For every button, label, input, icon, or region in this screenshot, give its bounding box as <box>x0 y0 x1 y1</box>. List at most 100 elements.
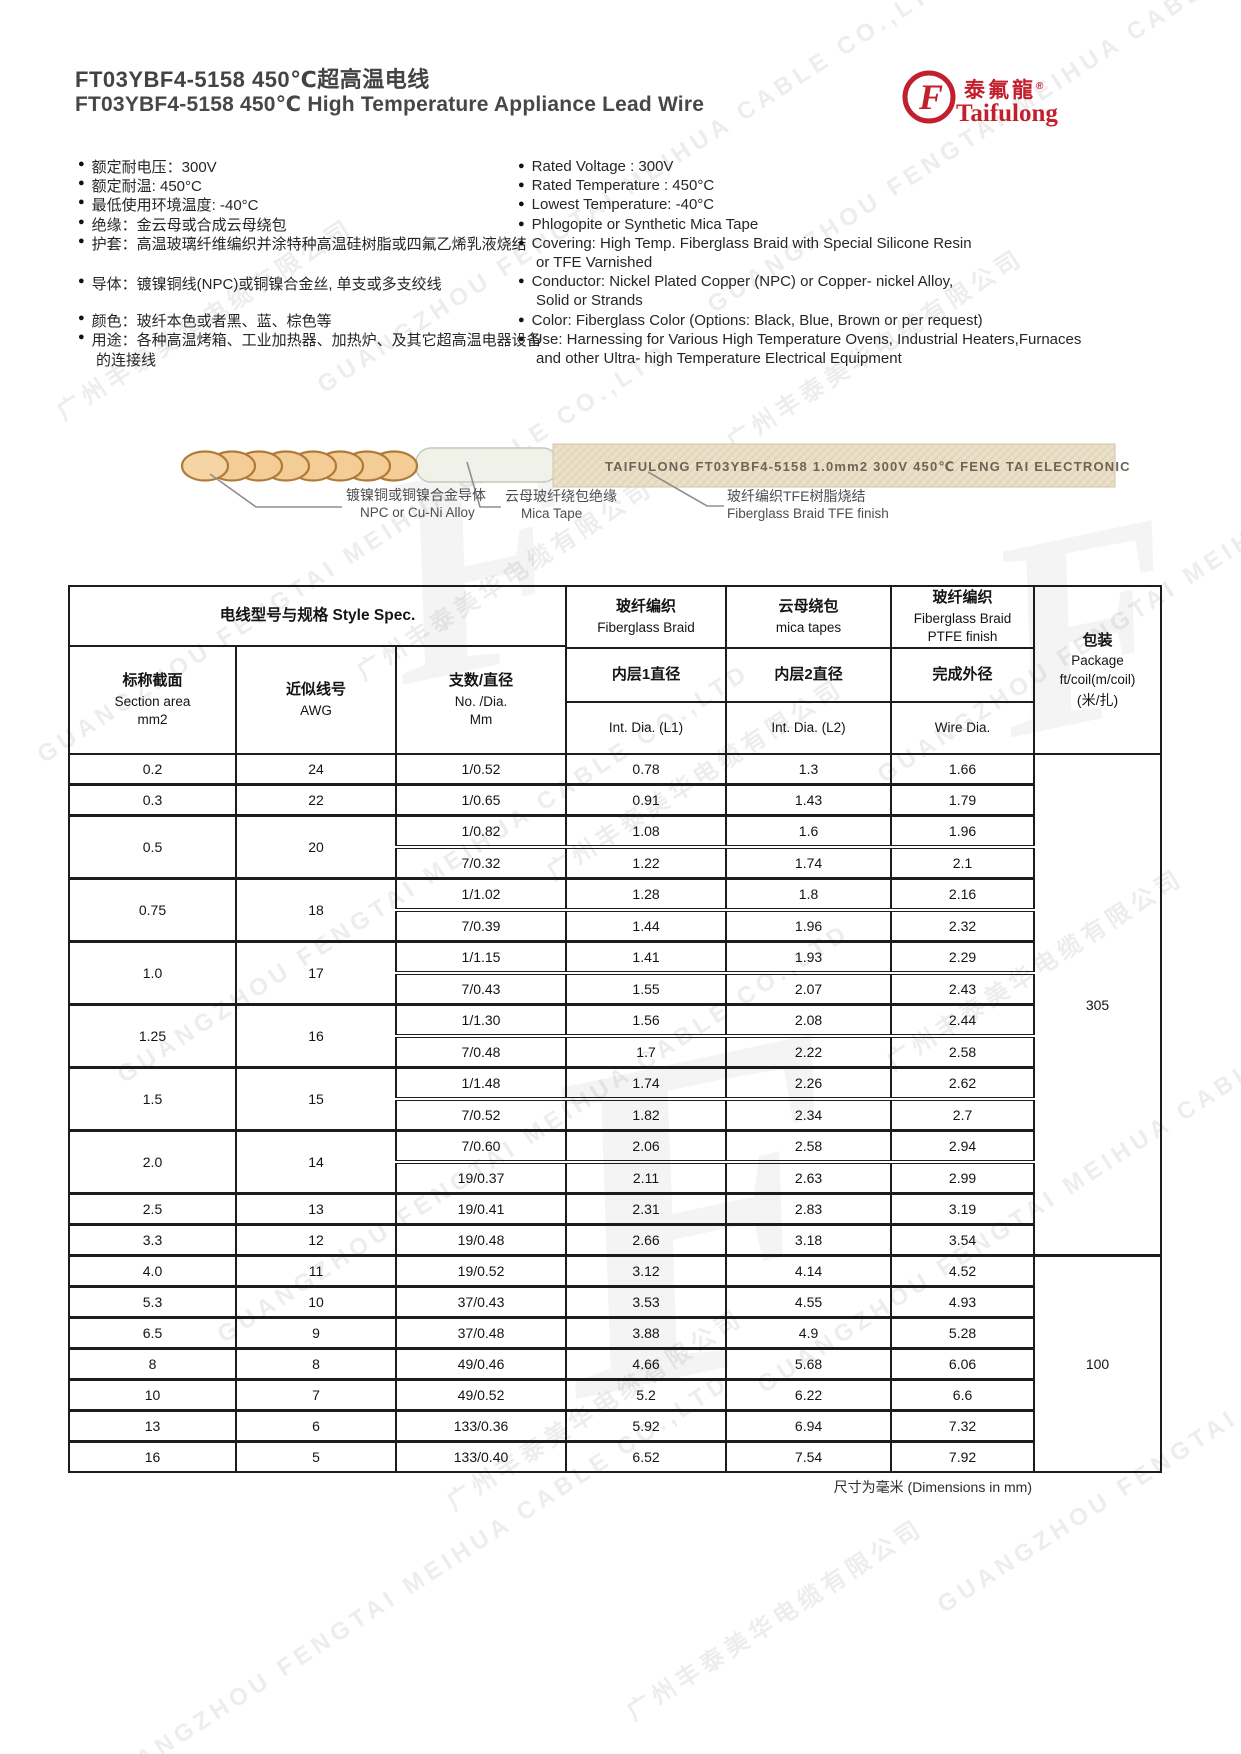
wire-label-mica-cn: 云母玻纤绕包绝缘 <box>505 488 617 504</box>
cell-dia: 37/0.48 <box>394 1316 568 1350</box>
cell-od: 2.58 <box>890 1034 1036 1069</box>
table-row: 1.25 16 1/1.30 1.56 2.08 2.44 <box>68 1003 1161 1069</box>
spec-list-cn: ● 额定耐电压：300V ● 额定耐温: 450°C ● 最低使用环境温度: -40°C ●… <box>78 156 542 369</box>
jacket-print-text: TAIFULONG FT03YBF4-5158 1.0mm2 300V 450℃… <box>605 459 1130 474</box>
cell-l2: 3.18 <box>725 1223 893 1257</box>
cell-area: 0.75 <box>68 877 237 943</box>
header-area-en: Section area <box>114 693 191 709</box>
table-row: 1.5 15 1/1.48 1.74 2.26 2.62 <box>68 1066 1161 1132</box>
header-row-4: Int. Dia. (L1) Int. Dia. (L2) Wire Dia. <box>69 701 1161 756</box>
leader-line-jacket <box>647 471 724 507</box>
cell-dia: 19/0.41 <box>394 1192 568 1226</box>
header-awg: 近似线号 AWG <box>235 644 397 756</box>
cell-od: 7.92 <box>890 1440 1036 1474</box>
cell-l1: 6.52 <box>565 1440 728 1474</box>
cell-dia: 1/1.48 <box>394 1066 568 1101</box>
cell-area: 3.3 <box>68 1223 237 1257</box>
cell-area: 2.0 <box>68 1129 237 1195</box>
cell-dia: 7/0.48 <box>394 1034 568 1069</box>
cell-area: 1.5 <box>68 1066 237 1132</box>
cell-l1: 2.31 <box>565 1192 728 1226</box>
cell-awg: 16 <box>235 1003 397 1069</box>
spec-item: Solid or Strands <box>518 292 1081 311</box>
spec-text: Rated Temperature : 450°C <box>531 177 715 195</box>
spec-item: 的连接线 <box>78 349 542 369</box>
cell-dia: 7/0.43 <box>394 971 568 1006</box>
bullet-icon: ● <box>78 177 85 190</box>
cell-l2: 5.68 <box>725 1347 893 1381</box>
cell-l2: 2.26 <box>725 1066 893 1101</box>
bullet-icon: ● <box>78 215 85 228</box>
wire-label-conductor-en: NPC or Cu-Ni Alloy <box>360 505 475 520</box>
cell-area: 1.25 <box>68 1003 237 1069</box>
spec-text: Solid or Strands <box>536 292 643 310</box>
cell-l1: 0.91 <box>565 783 728 817</box>
cell-l2: 1.74 <box>725 845 893 880</box>
table-row: 2.5 13 19/0.41 2.31 2.83 3.19 <box>68 1192 1161 1226</box>
cell-awg: 10 <box>235 1285 397 1319</box>
cell-dia: 1/0.65 <box>394 783 568 817</box>
cell-l2: 1.8 <box>725 877 893 912</box>
table-row: 6.5 9 37/0.48 3.88 4.9 5.28 <box>68 1316 1161 1350</box>
cell-l2: 2.07 <box>725 971 893 1006</box>
table-row: 19/0.37 2.11 2.63 2.99 <box>69 1160 1161 1195</box>
header-l1-cn: 内层1直径 <box>565 647 728 704</box>
cell-l2: 1.6 <box>725 814 893 849</box>
cell-od: 4.93 <box>890 1285 1036 1319</box>
header-section-area: 标称截面 Section area mm2 <box>68 644 237 756</box>
cell-od: 2.99 <box>890 1160 1036 1195</box>
wire-label-jacket-en: Fiberglass Braid TFE finish <box>727 506 889 521</box>
cell-od: 7.32 <box>890 1409 1036 1443</box>
cell-od: 2.16 <box>890 877 1036 912</box>
spec-text: 额定耐电压：300V <box>91 159 217 176</box>
spec-table: 电线型号与规格 Style Spec. 玻纤编织 Fiberglass Brai… <box>67 584 1163 1474</box>
bullet-icon: ● <box>78 331 85 344</box>
header-l1-en: Int. Dia. (L1) <box>565 701 728 756</box>
header-od-en: Wire Dia. <box>890 701 1036 756</box>
cell-od: 4.52 <box>890 1254 1036 1288</box>
spec-item: and other Ultra- high Temperature Electr… <box>518 350 1081 369</box>
cell-l2: 4.9 <box>725 1316 893 1350</box>
spec-text: Use: Harnessing for Various High Tempera… <box>531 330 1082 348</box>
wire-label-jacket: 玻纤编织TFE树脂烧结 Fiberglass Braid TFE finish <box>727 487 889 523</box>
cell-area: 0.3 <box>68 783 237 817</box>
dimensions-note: 尺寸为毫米 (Dimensions in mm) <box>833 1479 1032 1495</box>
header-awg-en: AWG <box>300 702 332 718</box>
logo-brand-en: Taifulong <box>956 100 1058 127</box>
spec-item: ● Phlogopite or Synthetic Mica Tape <box>518 216 1081 235</box>
header-row-3: 内层1直径 内层2直径 完成外径 <box>69 647 1161 704</box>
wire-label-mica: 云母玻纤绕包绝缘 Mica Tape <box>505 487 617 523</box>
cell-l2: 2.34 <box>725 1097 893 1132</box>
cell-l2: 7.54 <box>725 1440 893 1474</box>
cell-area: 0.2 <box>68 753 237 786</box>
cell-od: 2.94 <box>890 1129 1036 1164</box>
spec-item: ● 额定耐电压：300V <box>78 156 542 176</box>
cell-awg: 17 <box>235 940 397 1006</box>
header-area-unit: mm2 <box>137 712 168 728</box>
cell-awg: 13 <box>235 1192 397 1226</box>
header-dia-unit: Mm <box>469 712 493 728</box>
table-row: 0.2 24 1/0.52 0.78 1.3 1.66 305 <box>68 753 1163 1257</box>
cell-l1: 1.41 <box>565 940 728 975</box>
spec-item: ● 用途：各种高温烤箱、工业加热器、加热炉、及其它超高温电器设备 <box>78 329 542 349</box>
cell-l2: 6.94 <box>725 1409 893 1443</box>
cell-dia: 19/0.52 <box>394 1254 568 1288</box>
table-row: 4.0 11 19/0.52 3.12 4.14 4.52 100 <box>68 1254 1163 1474</box>
logo-brand-cn: 泰氟龍® <box>964 74 1043 104</box>
bullet-icon: ● <box>78 312 85 325</box>
table-row: 7/0.43 1.55 2.07 2.43 <box>69 971 1161 1006</box>
cell-pkg: 100 <box>1033 1254 1163 1474</box>
header-l2-en-text: Int. Dia. (L2) <box>771 719 846 735</box>
cell-l1: 2.06 <box>565 1129 728 1164</box>
bullet-icon: ● <box>78 158 85 170</box>
header-area-cn: 标称截面 <box>122 672 183 689</box>
cell-area: 4.0 <box>68 1254 237 1288</box>
cell-pkg: 305 <box>1033 753 1163 1257</box>
spec-text: 最低使用环境温度: -40°C <box>91 197 259 215</box>
cell-od: 2.43 <box>890 971 1036 1006</box>
header-od-cn-text: 完成外径 <box>932 666 993 684</box>
cell-l2: 6.22 <box>725 1378 893 1412</box>
header-l1-en-text: Int. Dia. (L1) <box>608 719 684 735</box>
cell-dia: 37/0.43 <box>394 1285 568 1319</box>
table-row: 2.0 14 7/0.60 2.06 2.58 2.94 <box>68 1129 1161 1195</box>
